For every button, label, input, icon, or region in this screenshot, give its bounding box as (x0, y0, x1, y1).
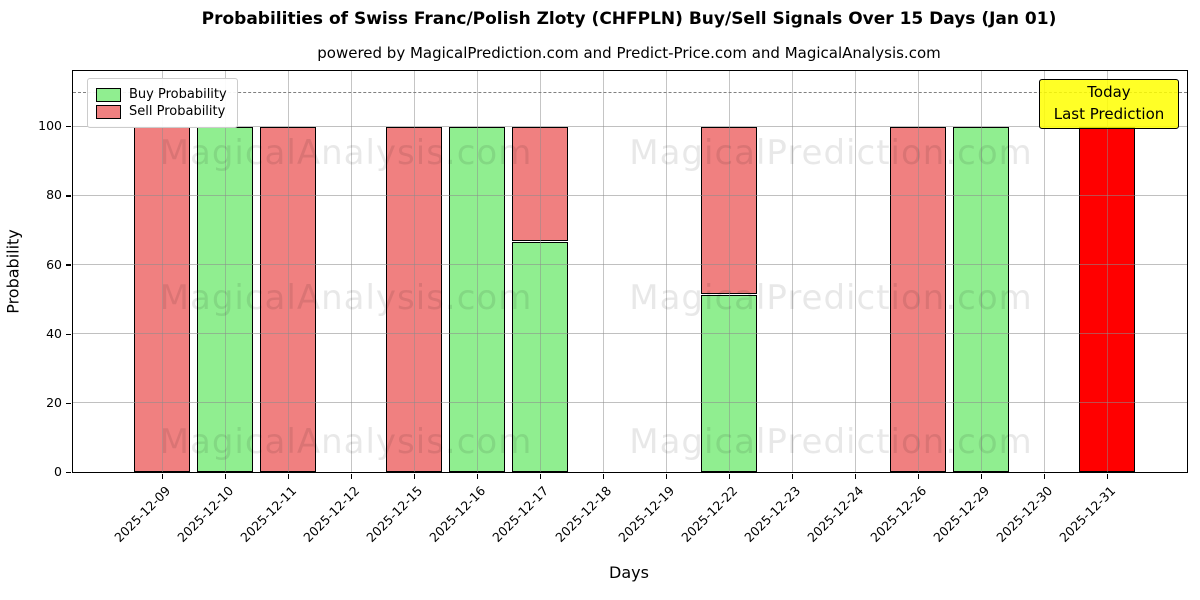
x-tick-mark-2025-12-19 (665, 474, 668, 479)
dashed-threshold-line (73, 91, 1187, 93)
x-tick-mark-2025-12-17 (539, 474, 542, 479)
x-tick-label-2025-12-18: 2025-12-18 (552, 483, 615, 545)
x-tick-label-2025-12-16: 2025-12-16 (426, 483, 489, 545)
x-axis-title: Days (609, 563, 649, 582)
y-tick-label-0: 0 (54, 464, 62, 479)
bar-2025-12-10-buy (196, 126, 253, 472)
x-tick-label-2025-12-26: 2025-12-26 (867, 483, 930, 545)
y-tick-mark-0 (66, 471, 71, 474)
y-tick-mark-100 (66, 126, 71, 128)
bar-2025-12-17-buy (511, 242, 568, 472)
x-tick-mark-2025-12-31 (1106, 474, 1109, 479)
x-gridline-2025-12-24 (854, 71, 856, 472)
x-tick-mark-2025-12-11 (287, 474, 290, 479)
legend: Buy Probability Sell Probability (87, 78, 238, 128)
today-box-line1: Today (1087, 83, 1131, 102)
x-gridline-2025-12-30 (1043, 71, 1045, 472)
x-tick-mark-2025-12-09 (161, 474, 164, 479)
y-tick-label-100: 100 (38, 118, 62, 134)
chart-subtitle: powered by MagicalPrediction.com and Pre… (317, 44, 941, 62)
bar-2025-12-29-buy (952, 126, 1009, 472)
plot-area: MagicalAnalysis.com MagicalPrediction.com… (72, 70, 1188, 473)
y-tick-label-40: 40 (46, 325, 62, 341)
bar-2025-12-31-sell (1078, 126, 1135, 472)
x-tick-mark-2025-12-26 (917, 474, 920, 479)
x-tick-mark-2025-12-18 (602, 474, 605, 479)
x-tick-label-2025-12-11: 2025-12-11 (237, 483, 300, 545)
legend-label-sell: Sell Probability (129, 104, 226, 119)
sell-swatch (96, 104, 121, 119)
x-tick-mark-2025-12-24 (854, 474, 857, 479)
x-tick-label-2025-12-10: 2025-12-10 (174, 483, 237, 545)
x-tick-mark-2025-12-15 (413, 474, 416, 479)
legend-label-buy: Buy Probability (129, 87, 227, 102)
x-tick-mark-2025-12-30 (1043, 474, 1046, 479)
legend-item-buy: Buy Probability (96, 87, 227, 102)
x-tick-mark-2025-12-16 (476, 474, 479, 479)
buy-swatch (96, 87, 121, 102)
x-gridline-2025-12-12 (350, 71, 352, 472)
x-tick-label-2025-12-31: 2025-12-31 (1056, 483, 1119, 545)
x-tick-mark-2025-12-12 (350, 474, 353, 479)
legend-item-sell: Sell Probability (96, 104, 227, 119)
chart-title: Probabilities of Swiss Franc/Polish Zlot… (201, 9, 1057, 29)
x-gridline-2025-12-23 (791, 71, 793, 472)
x-tick-label-2025-12-23: 2025-12-23 (741, 483, 804, 545)
y-tick-label-60: 60 (46, 256, 62, 272)
x-tick-mark-2025-12-23 (791, 474, 794, 479)
y-tick-mark-80 (66, 195, 71, 197)
x-tick-label-2025-12-29: 2025-12-29 (930, 483, 993, 545)
bar-2025-12-26-sell (889, 126, 946, 472)
bar-2025-12-16-buy (448, 126, 505, 472)
x-tick-label-2025-12-24: 2025-12-24 (804, 483, 867, 545)
y-tick-mark-60 (66, 264, 71, 266)
x-gridline-2025-12-18 (602, 71, 604, 472)
bar-2025-12-09-sell (133, 126, 190, 472)
bar-2025-12-22-sell (700, 126, 757, 295)
x-tick-mark-2025-12-22 (728, 474, 731, 479)
x-tick-mark-2025-12-29 (980, 474, 983, 479)
y-tick-label-20: 20 (46, 394, 62, 410)
y-tick-mark-40 (66, 333, 71, 335)
today-box-line2: Last Prediction (1053, 105, 1165, 123)
x-tick-label-2025-12-12: 2025-12-12 (300, 483, 363, 545)
x-tick-mark-2025-12-10 (224, 474, 227, 479)
x-tick-label-2025-12-17: 2025-12-17 (489, 483, 552, 545)
y-tick-mark-20 (66, 402, 71, 404)
x-tick-label-2025-12-22: 2025-12-22 (678, 483, 741, 545)
today-annotation-box: Today Last Prediction (1039, 79, 1179, 129)
bar-2025-12-17-sell (511, 126, 568, 242)
y-tick-label-80: 80 (46, 187, 62, 203)
bar-2025-12-15-sell (385, 126, 442, 472)
x-tick-label-2025-12-30: 2025-12-30 (993, 483, 1056, 545)
bar-2025-12-11-sell (259, 126, 316, 472)
bar-2025-12-22-buy (700, 294, 757, 472)
x-tick-label-2025-12-19: 2025-12-19 (615, 483, 678, 545)
x-gridline-2025-12-19 (665, 71, 667, 472)
x-tick-label-2025-12-09: 2025-12-09 (111, 483, 174, 545)
x-tick-label-2025-12-15: 2025-12-15 (363, 483, 426, 545)
